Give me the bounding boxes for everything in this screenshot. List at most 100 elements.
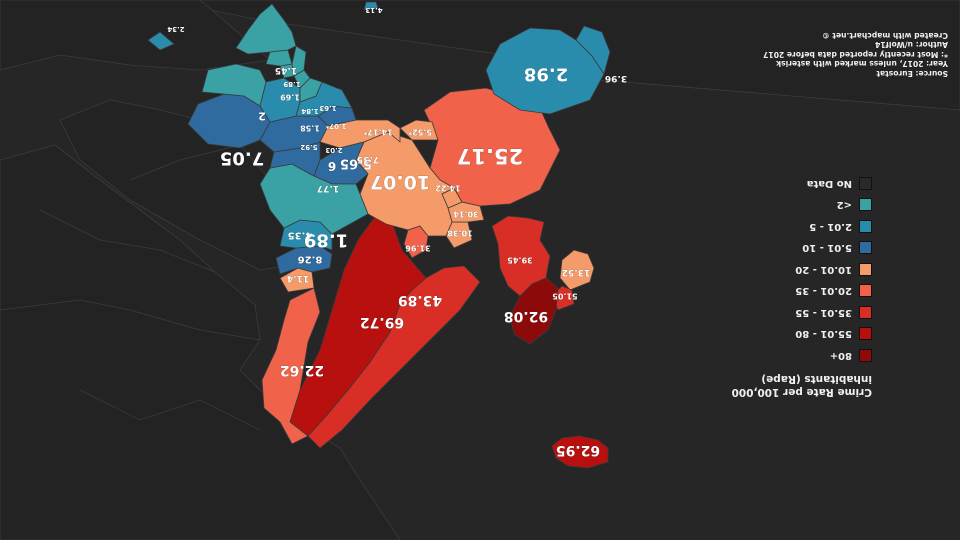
eastern-borders	[0, 299, 261, 341]
label-albania: 1.84	[301, 107, 318, 115]
label-france: 25.17	[457, 144, 523, 168]
map-legend: Crime Rate per 100,000 inhabitants (Rape…	[682, 173, 872, 398]
legend-item: 2.01 - 5	[682, 216, 872, 238]
region-albania[interactable]	[291, 45, 307, 77]
label-england-wales: 39.45	[507, 256, 533, 265]
region-greece[interactable]	[235, 3, 297, 55]
note-text: *: Most recently reported data before 20…	[763, 50, 948, 59]
label-ireland: 13.52	[562, 267, 590, 277]
region-estonia[interactable]	[279, 267, 315, 293]
region-latvia[interactable]	[275, 245, 333, 275]
credit-text: Created with mapchart.net ©	[822, 31, 948, 40]
label-hungary: 6	[328, 159, 336, 173]
eastern-borders-4	[79, 389, 261, 431]
legend-label: 20.01 - 35	[795, 285, 852, 297]
label-kosovo: 1.58	[300, 124, 320, 133]
legend-item: 55.01 - 80	[682, 323, 872, 345]
label-luxembourg: 14.22	[435, 184, 460, 193]
label-croatia: 2.03	[325, 146, 342, 154]
legend-label: 35.01 - 55	[795, 306, 852, 318]
label-poland: 1.89	[304, 230, 348, 251]
label-slovakia: 1.77	[317, 183, 339, 193]
region-poland[interactable]	[259, 163, 369, 235]
label-montenegro: 1.07*	[325, 122, 346, 130]
russia-landmass	[0, 144, 401, 540]
label-denmark: 31.96	[405, 244, 431, 253]
region-cyprus[interactable]	[363, 1, 379, 11]
legend-label: No Data	[806, 177, 852, 189]
label-greece-small: 1.89	[283, 80, 300, 88]
label-greece: 1.45	[275, 65, 297, 75]
label-belgium: 30.14	[453, 210, 479, 219]
region-england-wales[interactable]	[491, 215, 551, 297]
label-sweden: 69.72	[360, 314, 404, 330]
label-cyprus: 4.13	[365, 6, 382, 14]
region-finland[interactable]	[261, 287, 321, 445]
label-northern-ireland: 51.05	[552, 292, 578, 301]
region-bosnia[interactable]	[299, 77, 323, 103]
legend-items: 80+ 55.01 - 80 35.01 - 55 20.01 - 35 10.01 -…	[682, 173, 872, 367]
legend-swatch	[859, 348, 872, 362]
year-text: Year: 2017, unless marked with asterisk	[776, 59, 948, 69]
legend-item: 35.01 - 55	[682, 302, 872, 324]
label-north-macedonia: 1.69	[280, 93, 300, 102]
region-north-macedonia[interactable]	[265, 49, 293, 67]
legend-label: 2.01 - 5	[809, 220, 852, 232]
legend-swatch	[859, 284, 872, 298]
region-ireland[interactable]	[559, 249, 595, 291]
legend-item: <2	[682, 194, 872, 216]
source-text: Source: Eurostat	[876, 69, 948, 78]
label-estonia: 11.4	[287, 273, 309, 283]
legend-item: No Data	[682, 173, 872, 195]
label-slovenia: 7.35	[357, 154, 379, 164]
eastern-borders-2	[39, 209, 216, 273]
label-romania: 7.05	[220, 148, 264, 169]
region-portugal[interactable]	[575, 25, 611, 75]
label-germany: 10.07	[370, 171, 430, 193]
label-netherlands: 10.38	[447, 229, 473, 238]
label-austria: 14.17*	[362, 128, 392, 137]
legend-label: 5.01 - 10	[802, 242, 852, 254]
region-bulgaria[interactable]	[201, 63, 267, 107]
legend-swatch	[859, 262, 872, 276]
label-spain: 2.98	[524, 64, 568, 85]
legend-label: 55.01 - 80	[795, 328, 852, 340]
legend-label: 80+	[829, 349, 852, 361]
label-latvia: 8.26	[298, 254, 323, 265]
legend-swatch	[859, 219, 872, 233]
legend-item: 5.01 - 10	[682, 237, 872, 259]
legend-swatch	[859, 198, 872, 212]
label-czechia: 5.65	[340, 156, 372, 171]
label-scotland: 92.08	[504, 308, 548, 324]
eastern-borders-3	[129, 144, 241, 181]
label-portugal: 3.96	[605, 73, 627, 83]
label-switzerland: 5.52*	[407, 128, 432, 137]
label-bosnia: 1.63	[319, 104, 336, 112]
label-lithuania: 4.35	[288, 230, 313, 241]
legend-label: <2	[836, 199, 852, 211]
author-text: Author: u/Wolf14	[875, 40, 948, 50]
turkey-landmass	[0, 0, 271, 71]
legend-swatch	[859, 241, 872, 255]
legend-swatch	[859, 327, 872, 341]
label-serbia: 5.92	[300, 143, 317, 151]
legend-item: 20.01 - 35	[682, 280, 872, 302]
label-norway: 43.89	[398, 292, 442, 308]
legend-title: Crime Rate per 100,000 inhabitants (Rape…	[731, 373, 872, 398]
legend-label: 10.01 - 20	[795, 263, 852, 275]
region-turkey[interactable]	[147, 31, 175, 51]
label-finland: 22.62	[280, 362, 324, 378]
legend-item: 10.01 - 20	[682, 259, 872, 281]
legend-swatch	[859, 176, 872, 190]
legend-swatch	[859, 305, 872, 319]
region-iceland[interactable]	[551, 435, 609, 469]
label-turkey: 2.34	[167, 25, 184, 33]
legend-item: 80+	[682, 345, 872, 367]
label-iceland: 62.95	[556, 442, 600, 458]
label-bulgaria: 2	[258, 110, 266, 123]
region-switzerland[interactable]	[399, 119, 439, 141]
source-info: Source: Eurostat Year: 2017, unless mark…	[763, 31, 948, 78]
